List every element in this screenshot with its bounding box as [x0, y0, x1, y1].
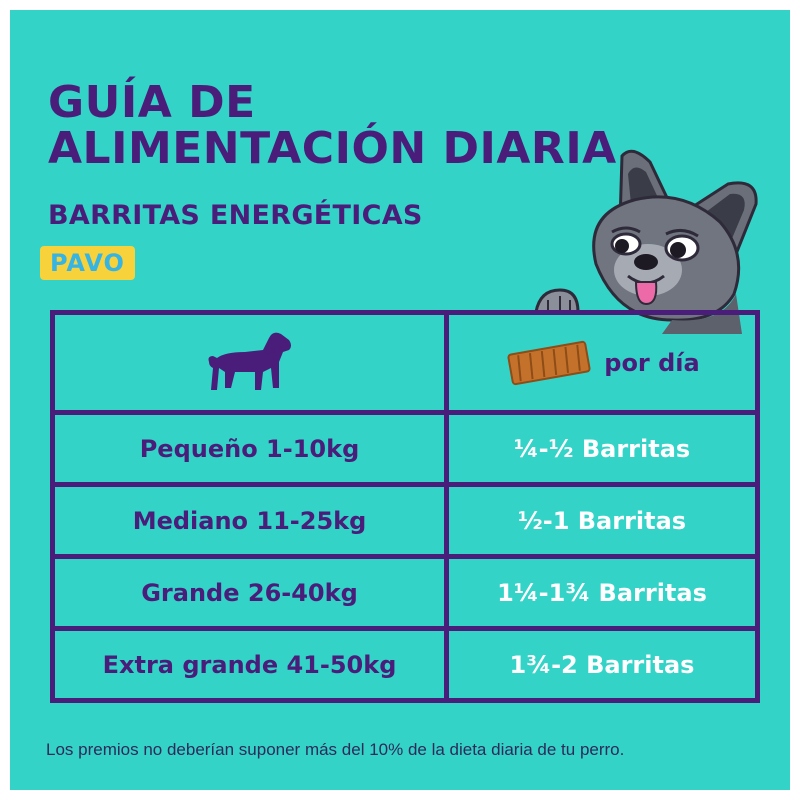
french-bulldog-illustration — [534, 149, 758, 334]
disclaimer-footnote: Los premios no deberían suponer más del … — [46, 740, 625, 759]
dog-silhouette-icon — [208, 332, 291, 390]
table-header-row: por día — [55, 315, 755, 410]
table-header-dog-cell — [55, 315, 449, 410]
amount-cell: ¼-½ Barritas — [513, 434, 691, 463]
table-row: Extra grande 41-50kg 1¾-2 Barritas — [55, 626, 755, 698]
table-header-per-day-cell: por día — [449, 315, 755, 410]
product-subtitle: BARRITAS ENERGÉTICAS — [48, 200, 423, 231]
table-row: Mediano 11-25kg ½-1 Barritas — [55, 482, 755, 554]
amount-cell: 1¾-2 Barritas — [509, 650, 695, 679]
table-row: Grande 26-40kg 1¼-1¾ Barritas — [55, 554, 755, 626]
size-cell: Extra grande 41-50kg — [55, 631, 449, 698]
feeding-table: por día Pequeño 1-10kg ¼-½ Barritas Medi… — [50, 310, 760, 703]
size-cell: Grande 26-40kg — [55, 559, 449, 626]
page-title: GUÍA DE ALIMENTACIÓN DIARIA — [48, 77, 617, 174]
size-cell: Pequeño 1-10kg — [55, 415, 449, 482]
size-cell: Mediano 11-25kg — [55, 487, 449, 554]
feeding-guide-card: GUÍA DE ALIMENTACIÓN DIARIA BARRITAS ENE… — [10, 10, 790, 790]
amount-cell: 1¼-1¾ Barritas — [497, 578, 707, 607]
flavor-badge: PAVO — [40, 246, 135, 280]
per-day-label: por día — [604, 348, 700, 377]
amount-cell: ½-1 Barritas — [517, 506, 687, 535]
table-row: Pequeño 1-10kg ¼-½ Barritas — [55, 410, 755, 482]
energy-bar-icon — [507, 340, 591, 385]
